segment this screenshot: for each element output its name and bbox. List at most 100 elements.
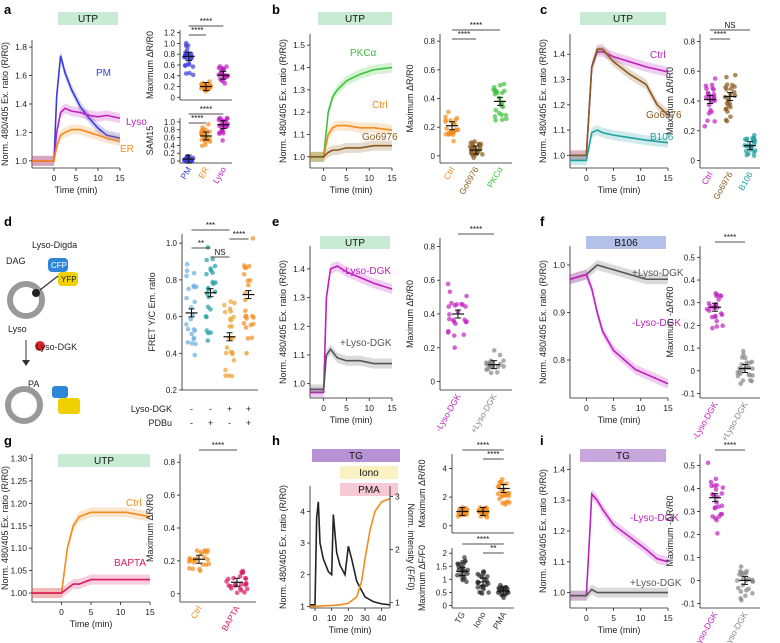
sig-label: **** (724, 441, 736, 450)
data-point (493, 88, 499, 93)
y-tick-label: 0.2 (424, 123, 436, 132)
sig-label: **** (724, 233, 736, 242)
y-tick-label: 2 (443, 493, 448, 502)
y-tick-label: 0.4 (684, 97, 696, 106)
data-point (743, 593, 748, 599)
data-point (713, 476, 719, 482)
stimulus-bar-utp (58, 454, 150, 467)
y-tick-label: 0.1 (684, 344, 696, 353)
data-point (208, 330, 214, 335)
data-point (190, 64, 196, 69)
line-chart-c: 1.0 1.1 1.2 1.3 1.4 0 5 10 15 Time (min) Norm. 480… (538, 12, 682, 195)
diagram-label-pa: PA (28, 379, 39, 389)
row-label: Lyso-DGK (131, 404, 172, 414)
x-tick-label: 5 (74, 173, 79, 183)
group-label: ER (196, 165, 211, 180)
data-point (249, 335, 255, 341)
data-point (751, 135, 757, 141)
sem-band-BAPTA (32, 574, 150, 599)
x-tick-label: 10 (636, 403, 646, 413)
data-point (208, 266, 213, 271)
data-point (199, 143, 205, 149)
data-point (242, 263, 247, 268)
series-line-F/F0 (310, 501, 391, 606)
sem-band--Lyso-DGK (310, 261, 392, 398)
data-point (443, 131, 449, 137)
y-tick-label: 1.1 (553, 557, 565, 567)
data-point (750, 579, 755, 584)
sig-label: **** (477, 441, 489, 450)
data-point (494, 370, 500, 375)
group-label: BAPTA (219, 604, 241, 633)
x-axis-label: Time (min) (329, 625, 372, 635)
stimulus-bar-tg (312, 449, 400, 462)
diagram-label-lyso-dgk: Lyso-DGK (36, 342, 77, 352)
x-tick-label: 5 (89, 607, 94, 617)
line-chart-f: 0.8 0.9 1.0 0 5 10 15 Time (min) Norm. 480/405 E… (538, 236, 684, 425)
row-value: - (228, 418, 231, 428)
data-point (738, 589, 744, 594)
series-label-Ctrl: Ctrl (650, 50, 666, 61)
data-point (452, 303, 458, 308)
y-tick-label: 0.8 (424, 242, 436, 251)
data-point (207, 129, 212, 134)
data-point (237, 574, 243, 579)
y-tick-label: 0.5 (684, 461, 696, 470)
series-line-ER (32, 128, 121, 162)
data-point (444, 126, 449, 131)
y-tick-label: 1.3 (293, 85, 305, 95)
data-point (492, 114, 498, 119)
y2-tick-label: 1 (395, 598, 400, 608)
data-point (705, 118, 710, 123)
stimulus-label: Iono (359, 468, 379, 479)
data-point (499, 117, 505, 123)
data-point (727, 101, 733, 107)
data-point (461, 561, 466, 566)
data-point (189, 331, 194, 337)
group-label: +Lyso-DGK (719, 610, 750, 643)
data-point (223, 124, 229, 129)
data-point (504, 481, 509, 486)
group-label: -Lyso-DGK (690, 610, 720, 643)
y-tick-label: 0.8 (684, 37, 696, 46)
data-point (453, 117, 458, 123)
dag-head (32, 289, 40, 297)
x-tick-label: 0 (59, 607, 64, 617)
y-tick-label: 0.2 (684, 127, 696, 136)
y-tick-label: 0.5 (436, 588, 448, 597)
data-point (229, 373, 235, 379)
data-point (497, 496, 502, 502)
data-point (487, 360, 493, 365)
y-tick-label: 1.5 (436, 562, 448, 571)
panel-letter-d: d (4, 214, 12, 229)
y-axis-label: Norm. 480/405 Ex. ratio (R/R0) (0, 466, 10, 590)
data-point (203, 562, 209, 568)
y-tick-label: 0.2 (424, 344, 436, 353)
y-tick-label: 0 (691, 367, 696, 376)
data-point (193, 341, 198, 347)
y-axis-label: Maximum -ΔR/R0 (665, 286, 675, 357)
data-point (746, 365, 752, 370)
stimulus-bar-utp (318, 12, 392, 25)
data-point (213, 280, 218, 285)
stimulus-label: B106 (614, 238, 638, 249)
x-tick-label: 10 (364, 173, 374, 183)
data-point (206, 122, 211, 127)
data-point (205, 338, 211, 343)
y-tick-label: 1.20 (10, 498, 27, 508)
data-point (186, 286, 191, 292)
data-point (728, 114, 733, 120)
x-tick-label: 10 (364, 403, 374, 413)
data-point (447, 131, 452, 137)
data-point (735, 585, 741, 591)
group-label: -Lyso-DGK (690, 400, 720, 441)
line-chart-b: 1.0 1.1 1.2 1.3 1.4 1.5 0 5 10 15 Time (min) Norm. … (278, 12, 398, 195)
data-point (719, 312, 725, 318)
sig-label: ** (490, 544, 496, 553)
y-axis-label: Norm. 480/405 Ex. ratio (R/R0) (538, 39, 548, 163)
data-point (234, 590, 240, 596)
x-tick-label: 0 (584, 403, 589, 413)
line-chart-g: 1.00 1.05 1.10 1.15 1.20 1.25 1.30 0 5 10 15 Time (… (0, 453, 155, 629)
data-point (723, 117, 729, 123)
data-point (488, 370, 494, 376)
